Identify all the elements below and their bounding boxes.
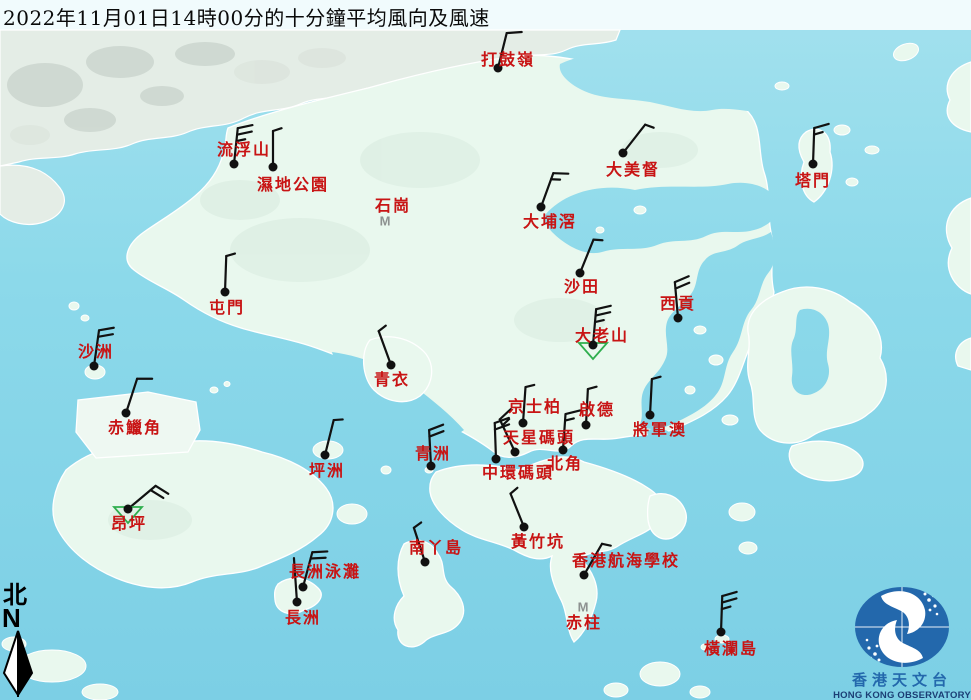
cheung-chau-island [273, 577, 322, 615]
wind-barb-chek-lap-kok [121, 377, 154, 418]
station-dot-tseung-kwan-o [645, 410, 655, 420]
wind-barb-hk-sea-school [579, 542, 612, 580]
north-arrow-icon [2, 630, 34, 699]
port-shelter [639, 232, 775, 429]
wind-barb-cheung-chau-beach [298, 550, 329, 592]
station-dot-tates-cairn [588, 340, 598, 350]
compass-north-letter: N [2, 603, 21, 633]
station-dot-lau-fau-shan [229, 159, 239, 169]
wind-barb-peng-chau [320, 418, 344, 460]
hong-kong-island [429, 456, 664, 643]
compass: 北 N [1, 583, 39, 700]
bays-water [332, 53, 830, 490]
station-dot-tai-po-kau [536, 202, 546, 212]
station-dot-star-ferry [510, 447, 520, 457]
wind-barb-central-pier [491, 416, 511, 464]
hill-shading [108, 132, 698, 540]
map-title: 2022年11月01日14時00分的十分鐘平均風向及風速 [3, 6, 490, 30]
wind-barb-ta-kwu-ling [493, 30, 523, 73]
wind-barb-tates-cairn [577, 304, 612, 361]
station-dot-tap-mun [808, 159, 818, 169]
station-dot-sai-kung [673, 313, 683, 323]
tsing-yi-island [363, 336, 433, 403]
station-dot-north-point [558, 445, 568, 455]
station-dot-central-pier [491, 454, 501, 464]
station-dot-chek-lap-kok [121, 408, 131, 418]
lamma [393, 539, 465, 648]
hko-logo-icon [855, 587, 949, 667]
wind-barb-green-island [426, 423, 445, 471]
station-dot-waglan-island [716, 627, 726, 637]
wind-barb-tsing-yi [377, 324, 396, 370]
station-dot-cheung-chau [292, 597, 302, 607]
wind-barb-sha-chau [89, 326, 115, 371]
wind-barb-sha-tin [575, 238, 604, 278]
wind-barb-waglan-island [716, 590, 738, 637]
wind-barb-star-ferry [498, 408, 520, 457]
wind-barb-tai-po-kau [536, 172, 570, 212]
tolo-harbour [544, 182, 779, 254]
station-dot-hk-sea-school [579, 570, 589, 580]
station-dot-wong-chuk-hang [519, 522, 529, 532]
station-dot-wetland-park [268, 162, 278, 172]
wind-barb-kai-tak [581, 385, 598, 430]
wind-barb-cheung-chau [292, 557, 302, 607]
station-dot-kings-park [518, 418, 528, 428]
station-dot-sha-chau [89, 361, 99, 371]
hko-logo: 香港天文台 HONG KONG OBSERVATORY [833, 582, 971, 700]
station-dot-ngong-ping [123, 504, 133, 514]
station-dot-green-island [426, 461, 436, 471]
station-dot-lamma-island [420, 557, 430, 567]
wind-barb-tap-mun [808, 122, 830, 169]
shenzhen-urban-texture [7, 42, 346, 145]
station-dot-ta-kwu-ling [493, 63, 503, 73]
station-dot-cheung-chau-beach [298, 582, 308, 592]
wind-barb-lamma-island [412, 521, 430, 567]
wind-barb-north-point [558, 409, 582, 455]
station-dot-kai-tak [581, 420, 591, 430]
station-dot-tuen-mun [220, 287, 230, 297]
station-dot-tsing-yi [386, 360, 396, 370]
wind-barb-lau-fau-shan [229, 123, 254, 169]
daguilar-peninsula [646, 493, 687, 540]
hko-logo-chinese-name: 香港天文台 [851, 672, 952, 689]
wind-barb-wong-chuk-hang [509, 486, 529, 532]
station-dot-sha-tin [575, 268, 585, 278]
wind-barb-ngong-ping [112, 484, 170, 525]
hko-logo-english-name: HONG KONG OBSERVATORY [833, 689, 971, 700]
airport-platform [75, 391, 201, 459]
sai-kung-inner-inlet [791, 308, 830, 396]
wind-barb-tuen-mun [220, 252, 237, 297]
station-dot-peng-chau [320, 450, 330, 460]
wind-barb-kings-park [518, 383, 536, 428]
wind-barb-wetland-park [268, 127, 283, 172]
small-islands [1, 42, 920, 700]
starling-inlet [559, 53, 772, 113]
station-dot-tai-mei-tuk [618, 148, 628, 158]
compass-north-chinese: 北 [3, 580, 27, 609]
wind-barb-tseung-kwan-o [645, 375, 662, 420]
wind-barb-tai-mei-tuk [618, 123, 655, 158]
wind-barb-sai-kung [673, 275, 691, 323]
islands [1, 42, 971, 700]
title-bar: 2022年11月01日14時00分的十分鐘平均風向及風速 [0, 0, 971, 30]
tko-inlet [647, 428, 684, 490]
